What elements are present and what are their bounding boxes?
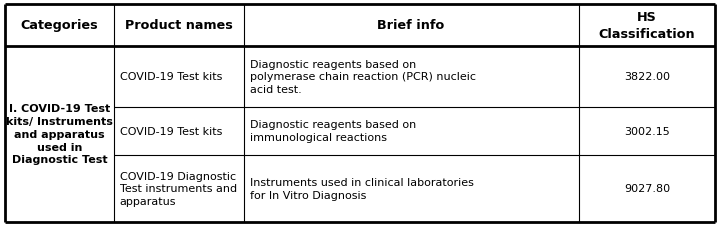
Bar [114,155,243,222]
Text: COVID-19 Test kits: COVID-19 Test kits [120,126,222,136]
Bar [243,46,579,108]
Bar [114,46,243,108]
Bar [243,5,579,46]
Text: Instruments used in clinical laboratories
for In Vitro Diagnosis: Instruments used in clinical laboratorie… [250,177,474,200]
Text: Brief info: Brief info [377,19,445,32]
Text: 9027.80: 9027.80 [624,183,670,193]
Text: HS
Classification: HS Classification [598,11,695,40]
Bar [243,155,579,222]
Text: Categories: Categories [20,19,98,32]
Bar [5,46,114,222]
Text: Product names: Product names [125,19,233,32]
Bar [114,108,243,155]
Text: I. COVID-19 Test
kits/ Instruments
and apparatus
used in
Diagnostic Test: I. COVID-19 Test kits/ Instruments and a… [6,104,113,165]
Bar [579,5,715,46]
Text: 3002.15: 3002.15 [624,126,670,136]
Bar [579,46,715,108]
Bar [579,108,715,155]
Text: 3822.00: 3822.00 [624,72,670,82]
Text: Diagnostic reagents based on
polymerase chain reaction (PCR) nucleic
acid test.: Diagnostic reagents based on polymerase … [250,59,475,95]
Text: COVID-19 Diagnostic
Test instruments and
apparatus: COVID-19 Diagnostic Test instruments and… [120,171,237,206]
Bar [579,155,715,222]
Text: COVID-19 Test kits: COVID-19 Test kits [120,72,222,82]
Bar [5,5,114,46]
Bar [114,5,243,46]
Text: Diagnostic reagents based on
immunological reactions: Diagnostic reagents based on immunologic… [250,120,416,143]
Bar [243,108,579,155]
